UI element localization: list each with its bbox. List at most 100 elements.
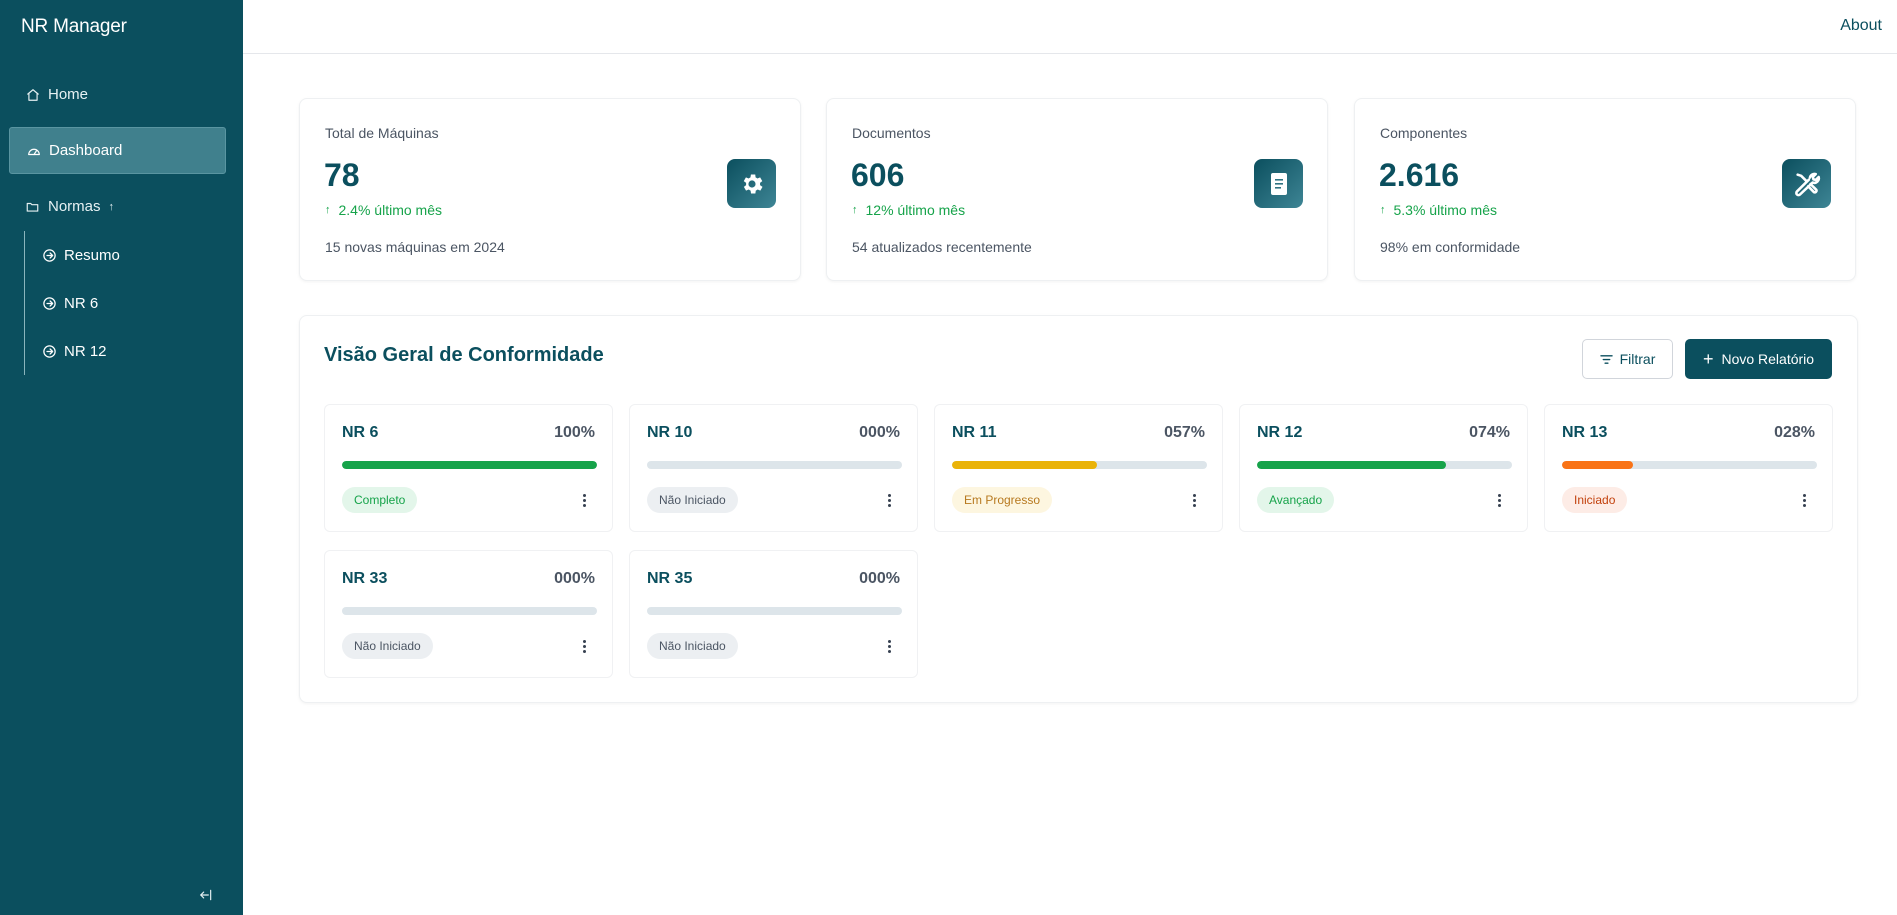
stat-note: 98% em conformidade: [1380, 239, 1521, 255]
sidebar-item-label: Normas: [48, 198, 101, 215]
circle-arrow-right-icon: [42, 248, 57, 263]
stat-value: 78: [324, 157, 360, 193]
status-badge: Avançado: [1257, 487, 1335, 513]
stat-value: 606: [851, 157, 905, 193]
norm-name: NR 11: [952, 424, 997, 441]
norm-card[interactable]: NR 13 028% Iniciado: [1544, 404, 1833, 532]
norm-name: NR 13: [1562, 424, 1608, 441]
norm-card[interactable]: NR 6 100% Completo: [324, 404, 613, 532]
sidebar-item-home[interactable]: Home: [9, 71, 226, 118]
gear-icon: [727, 159, 776, 208]
norm-card[interactable]: NR 12 074% Avançado: [1239, 404, 1528, 532]
norm-percent: 000%: [859, 570, 900, 587]
progress-track: [647, 461, 902, 469]
status-badge: Iniciado: [1562, 487, 1628, 513]
stat-card-components: Componentes 2.616 ↑ 5.3% último mês 98% …: [1354, 98, 1856, 281]
more-vertical-icon[interactable]: [1493, 489, 1505, 511]
gauge-icon: [26, 143, 41, 158]
collapse-left-icon[interactable]: [197, 886, 215, 904]
norm-card[interactable]: NR 10 000% Não Iniciado: [629, 404, 918, 532]
norm-card[interactable]: NR 11 057% Em Progresso: [934, 404, 1223, 532]
new-report-button[interactable]: + Novo Relatório: [1685, 339, 1832, 379]
norm-name: NR 6: [342, 424, 379, 441]
status-badge: Não Iniciado: [647, 633, 738, 659]
more-vertical-icon[interactable]: [883, 489, 895, 511]
norm-percent: 057%: [1164, 424, 1205, 441]
progress-track: [342, 461, 597, 469]
norm-name: NR 12: [1257, 424, 1303, 441]
normas-submenu: Resumo NR 6 NR 12: [24, 231, 224, 375]
sidebar-subitem-label: NR 6: [64, 294, 99, 312]
app-title: NR Manager: [21, 16, 127, 37]
stat-label: Total de Máquinas: [325, 125, 439, 141]
norm-name: NR 35: [647, 570, 693, 587]
progress-fill: [1257, 461, 1446, 469]
home-icon: [25, 87, 40, 102]
arrow-up-icon: ↑: [1380, 204, 1386, 216]
progress-fill: [952, 461, 1098, 469]
sidebar-item-dashboard[interactable]: Dashboard: [9, 127, 226, 174]
stat-label: Componentes: [1380, 125, 1468, 141]
circle-arrow-right-icon: [42, 344, 57, 359]
sidebar-subitem-nr12[interactable]: NR 12: [42, 339, 107, 363]
progress-track: [1562, 461, 1817, 469]
sidebar-subitem-label: NR 12: [64, 342, 107, 360]
sidebar-subitem-resumo[interactable]: Resumo: [42, 243, 120, 267]
sidebar-item-label: Dashboard: [49, 142, 123, 159]
progress-track: [647, 607, 902, 615]
stat-note: 15 novas máquinas em 2024: [325, 239, 505, 255]
arrow-up-icon: ↑: [108, 200, 115, 213]
status-badge: Não Iniciado: [647, 487, 738, 513]
document-icon: [1254, 159, 1303, 208]
plus-icon: +: [1702, 349, 1714, 369]
arrow-up-icon: ↑: [325, 204, 331, 216]
filter-button[interactable]: Filtrar: [1582, 339, 1673, 379]
status-badge: Em Progresso: [952, 487, 1053, 513]
circle-arrow-right-icon: [42, 296, 57, 311]
progress-track: [1257, 461, 1512, 469]
filter-icon: [1599, 354, 1613, 365]
stat-note: 54 atualizados recentemente: [852, 239, 1032, 255]
about-link[interactable]: About: [1840, 17, 1882, 34]
sidebar: NR Manager Home Dashboard Normas ↑ Resum…: [0, 0, 243, 915]
stat-trend: ↑ 5.3% último mês: [1380, 202, 1497, 218]
norm-percent: 000%: [859, 424, 900, 441]
progress-fill: [342, 461, 597, 469]
sidebar-item-label: Home: [48, 86, 89, 103]
sidebar-item-normas[interactable]: Normas ↑: [9, 183, 226, 230]
tools-icon: [1782, 159, 1831, 208]
progress-track: [342, 607, 597, 615]
arrow-up-icon: ↑: [852, 204, 858, 216]
more-vertical-icon[interactable]: [883, 635, 895, 657]
stat-trend: ↑ 2.4% último mês: [325, 202, 442, 218]
sidebar-subitem-label: Resumo: [64, 246, 120, 264]
more-vertical-icon[interactable]: [1798, 489, 1810, 511]
more-vertical-icon[interactable]: [578, 635, 590, 657]
norm-percent: 000%: [554, 570, 595, 587]
norm-card[interactable]: NR 33 000% Não Iniciado: [324, 550, 613, 678]
norm-percent: 074%: [1469, 424, 1510, 441]
status-badge: Não Iniciado: [342, 633, 433, 659]
compliance-overview-panel: Visão Geral de Conformidade Filtrar + No…: [299, 315, 1858, 703]
filter-button-label: Filtrar: [1619, 351, 1656, 367]
stat-card-documents: Documentos 606 ↑ 12% último mês 54 atual…: [826, 98, 1328, 281]
top-bar: About: [243, 0, 1897, 54]
progress-fill: [1562, 461, 1634, 469]
sidebar-subitem-nr6[interactable]: NR 6: [42, 291, 98, 315]
norm-percent: 028%: [1774, 424, 1815, 441]
stat-trend-text: 12% último mês: [865, 202, 966, 218]
more-vertical-icon[interactable]: [1188, 489, 1200, 511]
stat-trend-text: 5.3% último mês: [1393, 202, 1497, 218]
stat-value: 2.616: [1379, 157, 1460, 193]
folder-icon: [25, 199, 40, 214]
stat-label: Documentos: [852, 125, 931, 141]
norm-name: NR 33: [342, 570, 388, 587]
stat-card-machines: Total de Máquinas 78 ↑ 2.4% último mês 1…: [299, 98, 801, 281]
more-vertical-icon[interactable]: [578, 489, 590, 511]
panel-title: Visão Geral de Conformidade: [324, 344, 604, 366]
stat-trend-text: 2.4% último mês: [338, 202, 442, 218]
norm-card[interactable]: NR 35 000% Não Iniciado: [629, 550, 918, 678]
status-badge: Completo: [342, 487, 418, 513]
progress-track: [952, 461, 1207, 469]
norm-name: NR 10: [647, 424, 693, 441]
